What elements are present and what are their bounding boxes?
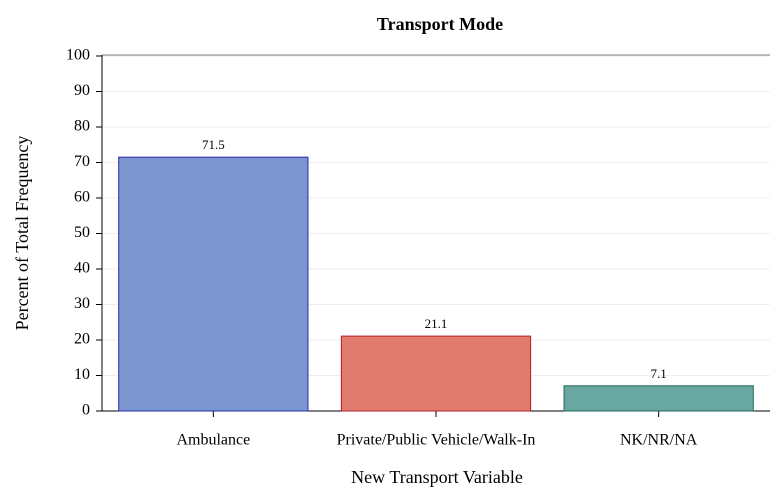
value-label: 71.5 [202,137,225,152]
y-tick-label: 90 [74,82,90,99]
bar [118,156,309,412]
bar [563,385,754,412]
y-tick-label: 80 [74,118,90,135]
y-tick-label: 10 [74,366,90,383]
bar [340,335,532,412]
y-tick-label: 60 [74,189,90,206]
y-tick-label: 20 [74,331,90,348]
y-tick-label: 50 [74,224,90,241]
x-tick-label: Private/Public Vehicle/Walk-In [337,432,536,449]
y-tick-label: 30 [74,295,90,312]
chart-title: Transport Mode [377,14,503,34]
y-axis-title: Percent of Total Frequency [12,136,32,331]
x-axis-title: New Transport Variable [351,467,523,487]
y-tick-label: 40 [74,260,90,277]
value-label: 7.1 [651,366,667,381]
y-tick-label: 100 [66,47,90,64]
x-tick-label: Ambulance [176,432,250,449]
y-tick-label: 0 [82,402,90,419]
y-tick-label: 70 [74,153,90,170]
x-tick-label: NK/NR/NA [620,432,698,449]
value-label: 21.1 [425,316,448,331]
